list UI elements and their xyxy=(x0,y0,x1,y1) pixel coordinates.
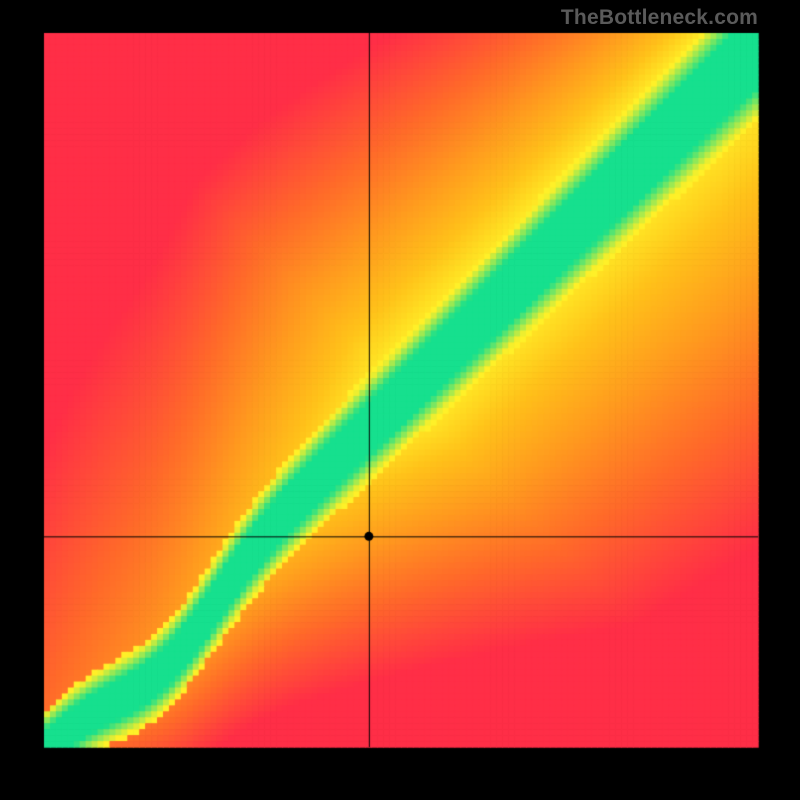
watermark-text: TheBottleneck.com xyxy=(561,6,758,30)
chart-container: TheBottleneck.com xyxy=(0,0,800,800)
bottleneck-heatmap xyxy=(0,0,800,800)
